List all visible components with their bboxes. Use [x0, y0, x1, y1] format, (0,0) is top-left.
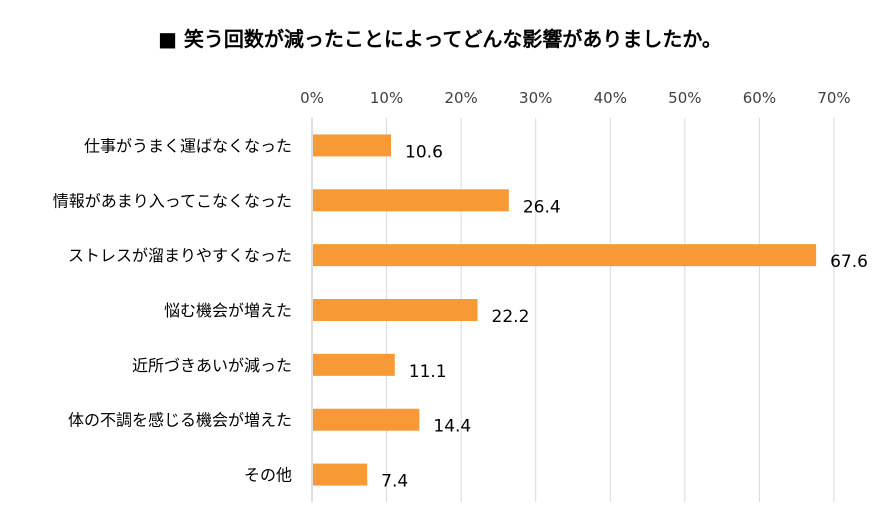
data-label: 26.4 — [523, 197, 561, 217]
bar — [313, 244, 817, 267]
data-label: 22.2 — [492, 307, 530, 327]
category-label: 悩む機会が増えた — [164, 301, 292, 320]
category-labels: 仕事がうまく運ばなくなった情報があまり入ってこなくなったストレスが溜まりやすくな… — [53, 136, 292, 484]
x-tick-label: 0% — [300, 89, 324, 107]
bar — [313, 463, 368, 486]
x-axis-ticks: 0% 10% 20% 30% 40% 50% 60% 70% — [300, 89, 851, 107]
bar — [313, 408, 420, 431]
x-tick-label: 60% — [743, 89, 776, 107]
data-label: 7.4 — [381, 472, 408, 492]
x-tick-label: 70% — [817, 89, 850, 107]
bar — [313, 299, 478, 321]
bar — [313, 353, 395, 376]
x-tick-label: 30% — [519, 89, 552, 107]
gridlines — [386, 118, 835, 502]
data-label: 14.4 — [433, 417, 471, 437]
data-label: 11.1 — [409, 362, 447, 382]
data-label: 67.6 — [830, 252, 868, 272]
x-tick-label: 50% — [668, 89, 701, 107]
bar — [313, 134, 392, 157]
x-tick-label: 20% — [444, 89, 477, 107]
category-label: 近所づきあいが減った — [132, 356, 292, 375]
data-label: 10.6 — [405, 142, 443, 162]
bar — [313, 189, 509, 212]
category-label: その他 — [244, 466, 292, 485]
data-labels: 10.6 26.4 67.6 22.2 11.1 14.4 7.4 — [381, 142, 868, 491]
category-label: 情報があまり入ってこなくなった — [53, 191, 292, 210]
chart-title: ■ 笑う回数が減ったことによってどんな影響がありましたか。 — [158, 27, 722, 51]
category-label: ストレスが溜まりやすくなった — [68, 246, 292, 265]
x-tick-label: 40% — [594, 89, 627, 107]
bars — [313, 134, 817, 486]
category-label: 体の不調を感じる機会が増えた — [68, 411, 292, 430]
x-tick-label: 10% — [370, 89, 403, 107]
category-label: 仕事がうまく運ばなくなった — [84, 136, 292, 155]
